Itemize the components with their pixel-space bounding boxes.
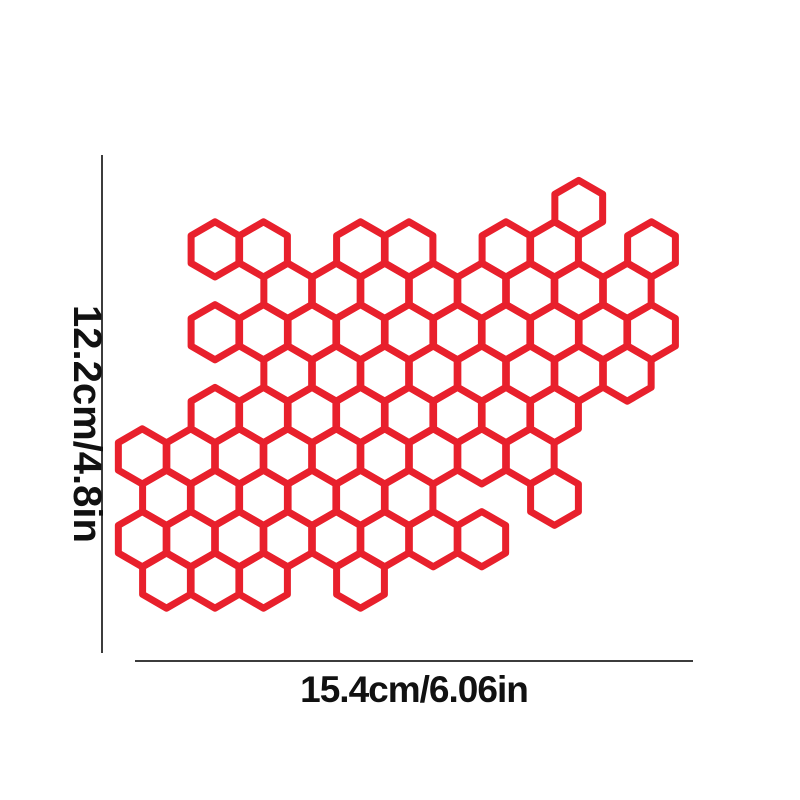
hexagon-cell	[454, 508, 510, 571]
height-dimension-label: 12.2cm/4.8in	[65, 305, 109, 543]
hexagon-cell	[236, 549, 291, 612]
honeycomb-pattern	[114, 176, 679, 612]
hexagon-cell	[187, 218, 243, 281]
hexagon-cell	[527, 466, 582, 529]
hexagon-cell	[187, 549, 243, 612]
hexagon-cell	[139, 549, 194, 612]
hexagon-cell	[333, 549, 388, 612]
width-dimension-label: 15.4cm/6.06in	[300, 669, 528, 710]
hexagon-cell	[599, 342, 655, 405]
hexagon-cell	[454, 425, 510, 488]
hexagon-cell	[187, 301, 243, 364]
hexagon-cell	[405, 508, 461, 571]
